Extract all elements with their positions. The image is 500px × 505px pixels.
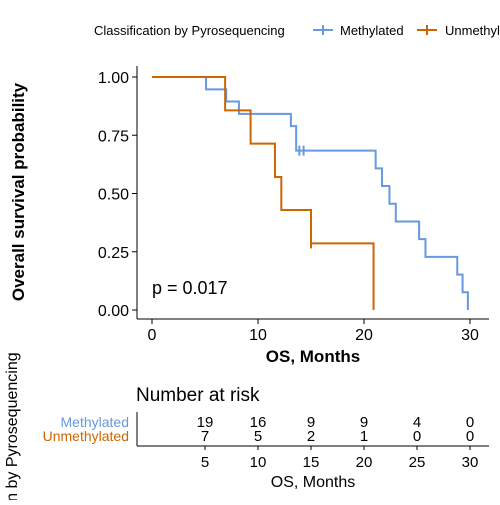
risk-table-x-label: OS, Months [271,474,355,491]
y-tick-label: 1.00 [98,70,129,87]
y-tick-label: 0.25 [98,245,129,262]
risk-x-tick-label: 20 [356,454,373,471]
risk-x-tick-label: 30 [462,454,479,471]
y-tick-label: 0.75 [98,128,129,145]
legend: Classification by Pyrosequencing Methyla… [94,23,500,38]
y-tick-label: 0.50 [98,187,129,204]
x-axis-label: OS, Months [266,347,360,366]
p-value-annotation: p = 0.017 [152,278,228,298]
risk-cell-methylated: 9 [360,414,368,431]
survival-curve-methylated [152,76,469,310]
risk-x-tick-label: 15 [303,454,320,471]
risk-x-tick-label: 5 [201,454,209,471]
y-axis-label: Overall survival probability [9,82,28,301]
legend-title: Classification by Pyrosequencing [94,23,285,38]
survival-curve-unmethylated [152,76,375,310]
risk-table-x-ticks: 5 10 15 20 25 30 [201,446,479,471]
legend-key-unmethylated [417,25,437,35]
risk-cell-methylated: 4 [413,414,421,431]
legend-key-methylated [313,25,333,35]
legend-label-unmethylated: Unmethylated [445,23,500,38]
risk-cell-methylated: 9 [307,414,315,431]
risk-row-label-methylated: Methylated [61,414,129,430]
y-axis-ticks: 0.00 0.25 0.50 0.75 1.00 [98,70,137,320]
risk-cell-methylated: 0 [466,414,474,431]
risk-cell-unmethylated: 7 [201,428,209,445]
x-tick-label: 10 [249,327,267,344]
y-tick-label: 0.00 [98,303,129,320]
risk-table-title: Number at risk [136,385,260,406]
risk-cell-unmethylated: 1 [360,428,368,445]
risk-table-y-label: ation by Pyrosequencing [4,352,21,500]
survival-curves [152,76,469,310]
risk-x-tick-label: 25 [409,454,426,471]
risk-cell-methylated: 16 [250,414,267,431]
x-tick-label: 30 [461,327,479,344]
risk-row-label-unmethylated: Unmethylated [43,428,129,444]
x-tick-label: 20 [355,327,373,344]
risk-cell-unmethylated: 5 [254,428,262,445]
risk-cell-unmethylated: 2 [307,428,315,445]
risk-x-tick-label: 10 [250,454,267,471]
legend-label-methylated: Methylated [340,23,404,38]
x-axis-ticks: 0 10 20 30 [148,319,479,344]
risk-table-cells: 19 16 9 9 4 07 5 2 1 0 0 [197,414,475,445]
risk-cell-methylated: 19 [197,414,214,431]
risk-cell-unmethylated: 0 [466,428,474,445]
risk-cell-unmethylated: 0 [413,428,421,445]
x-tick-label: 0 [148,327,157,344]
